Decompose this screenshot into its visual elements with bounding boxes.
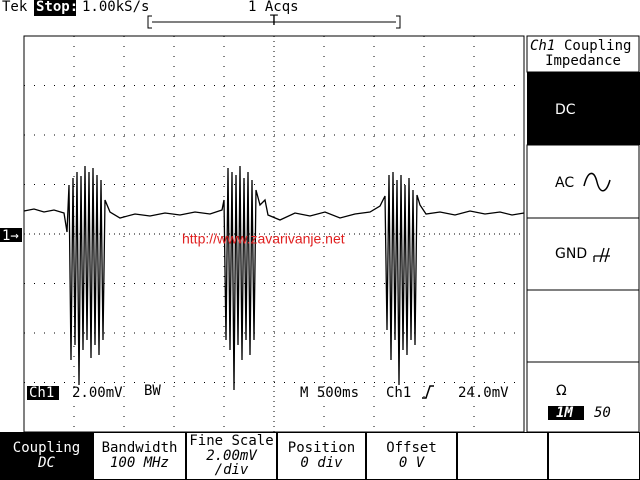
bottom-button[interactable]	[93, 432, 186, 480]
side-menu-title-box	[526, 35, 640, 73]
option-dc[interactable]: DC	[555, 102, 576, 118]
bottom-button[interactable]	[277, 432, 366, 480]
button-value[interactable]: 2.00mV	[206, 448, 258, 464]
button-unit[interactable]: /div	[215, 462, 249, 478]
trigger-marker: T	[270, 13, 279, 29]
trigger-level: 24.0mV	[458, 385, 509, 401]
acq-state: Stop:	[36, 0, 78, 15]
side-menu-channel: Ch1	[530, 38, 555, 54]
state-badge	[34, 0, 76, 16]
impedance-50[interactable]: 50	[594, 405, 611, 421]
bottom-button[interactable]	[0, 432, 93, 480]
side-menu-title: Coupling	[564, 38, 631, 54]
button-value[interactable]: 0 V	[399, 455, 426, 471]
brand: Tek	[2, 0, 28, 15]
channel-marker-bg	[0, 228, 22, 242]
trigger-slope	[422, 385, 434, 399]
side-menu-subtitle: Impedance	[545, 53, 621, 69]
option-ac[interactable]: AC	[555, 175, 574, 191]
button-label[interactable]: Coupling	[13, 440, 80, 456]
side-button-dc[interactable]	[527, 72, 640, 145]
button-label[interactable]: Bandwidth	[102, 440, 178, 456]
graticule	[23, 35, 525, 433]
side-button-impedance[interactable]	[526, 361, 640, 433]
channel-badge	[27, 386, 59, 400]
ac-symbol	[583, 172, 611, 192]
impedance-symbol: Ω	[556, 383, 567, 399]
vertical-scale: 2.00mV	[72, 385, 123, 401]
bottom-button	[548, 432, 640, 480]
button-value[interactable]: DC	[37, 455, 55, 471]
button-value[interactable]: 100 MHz	[110, 455, 169, 471]
waveform	[23, 165, 525, 391]
side-button-ac[interactable]	[526, 144, 640, 219]
button-value[interactable]: 0 div	[300, 455, 343, 471]
timebase: M 500ms	[300, 385, 359, 401]
status-channel: Ch1	[29, 385, 54, 401]
impedance-selected-bg	[548, 406, 584, 420]
watermark: http://www.zavarivanje.net	[182, 231, 345, 247]
button-label[interactable]: Fine Scale	[189, 433, 273, 449]
bottom-button[interactable]	[366, 432, 457, 480]
button-label[interactable]: Position	[288, 440, 355, 456]
impedance-1m[interactable]: 1M	[556, 405, 573, 421]
record-bracket	[147, 15, 401, 29]
option-gnd[interactable]: GND	[555, 246, 587, 262]
trigger-channel: Ch1	[386, 385, 411, 401]
bottom-button	[457, 432, 548, 480]
gnd-symbol	[593, 247, 610, 263]
channel-marker: 1→	[2, 228, 19, 244]
bandwidth-flag: BW	[144, 383, 161, 399]
sample-rate: 1.00kS/s	[82, 0, 149, 15]
button-label[interactable]: Offset	[386, 440, 437, 456]
acquisitions: 1 Acqs	[248, 0, 299, 15]
side-button-empty	[526, 289, 640, 363]
